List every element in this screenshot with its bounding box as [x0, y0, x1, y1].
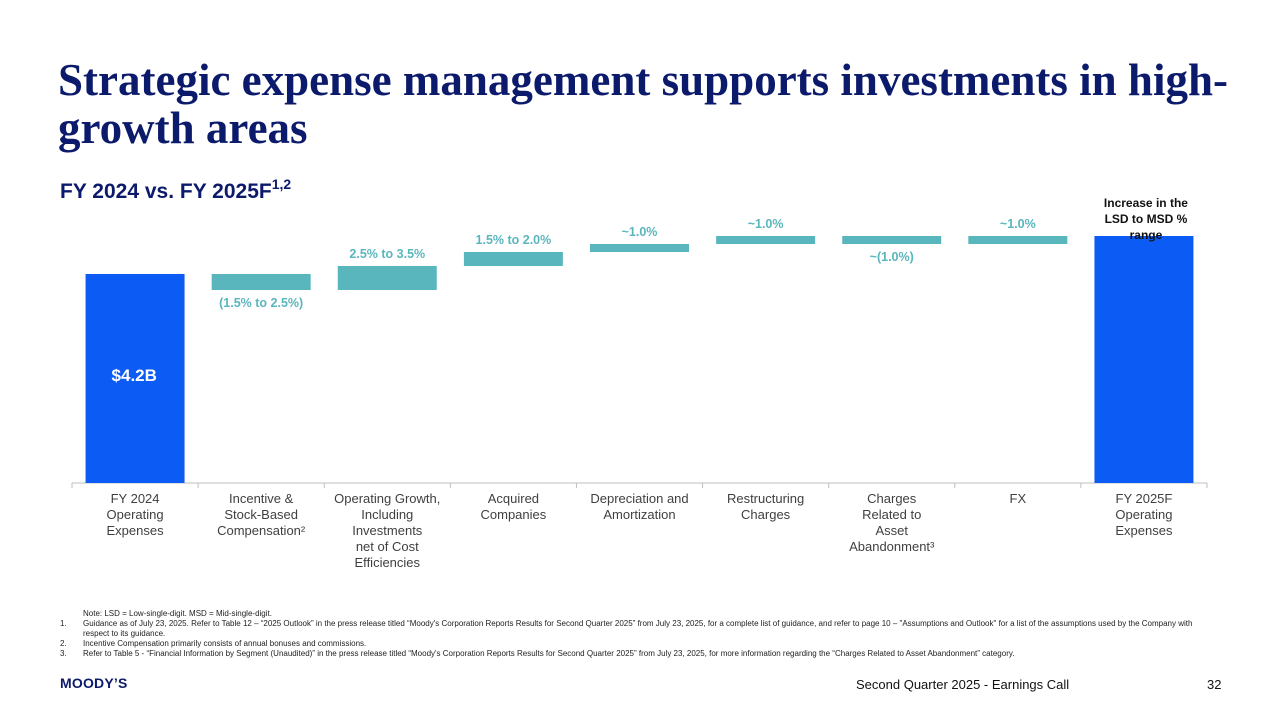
total-bar — [85, 274, 185, 483]
data-label: ~1.0% — [622, 225, 658, 239]
moodys-logo: MOODY’S — [60, 675, 128, 691]
step-bar — [842, 236, 942, 244]
waterfall-chart: $4.2B FY 2024 Operating Expenses (1.5% to 2.… — [71, 196, 1208, 570]
step-bar — [590, 244, 689, 252]
step-bar — [716, 236, 816, 244]
page-title: Strategic expense management supports in… — [58, 55, 1228, 153]
footnote-2: 2. Incentive Compensation primarily consi… — [60, 639, 367, 648]
footnote-0: Note: LSD = Low-single-digit. MSD = Mid-… — [83, 609, 272, 618]
category-label: FX — [1010, 491, 1027, 506]
category-label: FY 2025F Operating Expenses — [1115, 491, 1173, 538]
data-label: $4.2B — [112, 366, 157, 385]
category-label: Charges Related to Asset Abandonment³ — [849, 491, 935, 554]
page-number: 32 — [1207, 677, 1222, 692]
subtitle-superscript: 1,2 — [271, 176, 292, 192]
category-label: Incentive & Stock-Based Compensation² — [217, 491, 306, 538]
subtitle-text: FY 2024 vs. FY 2025F — [60, 180, 272, 203]
category-label: Operating Growth, Including Investments net… — [334, 491, 440, 570]
chart-subtitle: FY 2024 vs. FY 2025F1,2 — [60, 176, 291, 204]
data-label: 1.5% to 2.0% — [476, 233, 552, 247]
category-label: FY 2024 Operating Expenses — [107, 491, 165, 538]
category-label: Depreciation and Amortization — [590, 491, 688, 522]
data-label: ~(1.0%) — [870, 250, 914, 264]
footnote-1: 1. Guidance as of July 23, 2025. Refer to… — [60, 619, 1193, 638]
footnotes: Note: LSD = Low-single-digit. MSD = Mid-… — [60, 609, 1220, 659]
data-label: (1.5% to 2.5%) — [219, 296, 303, 310]
footer-event-title: Second Quarter 2025 - Earnings Call — [856, 677, 1070, 692]
data-label: 2.5% to 3.5% — [349, 247, 425, 261]
step-bar — [211, 274, 311, 290]
data-label: ~1.0% — [748, 217, 784, 231]
data-label: Increase in the LSD to MSD % range — [1104, 196, 1188, 242]
total-bar — [1094, 236, 1194, 483]
step-bar — [463, 252, 563, 266]
footnote-3: 3. Refer to Table 5 - “Financial Informat… — [60, 649, 1015, 658]
data-label: ~1.0% — [1000, 217, 1036, 231]
step-bar — [337, 266, 437, 290]
category-label: Restructuring Charges — [727, 491, 804, 522]
category-label: Acquired Companies — [481, 491, 547, 522]
step-bar — [968, 236, 1068, 244]
